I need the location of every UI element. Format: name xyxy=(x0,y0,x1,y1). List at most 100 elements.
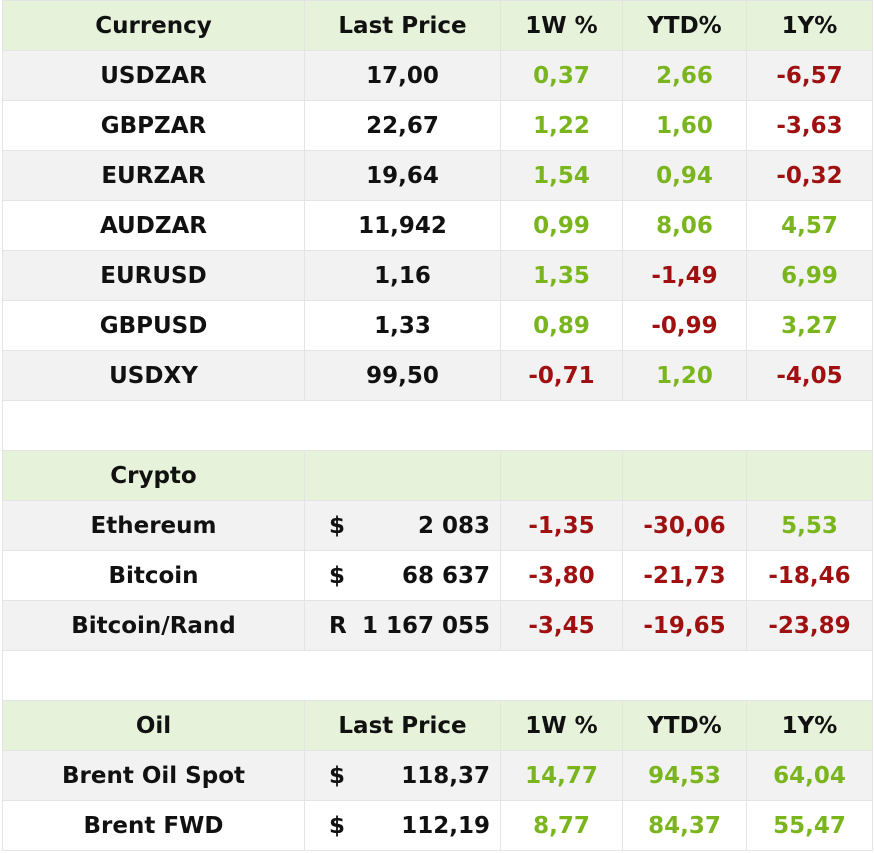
last-price: $118,37 xyxy=(304,750,501,801)
currency-symbol: $ xyxy=(329,762,346,789)
table-row: Brent FWD $112,19 8,77 84,37 55,47 xyxy=(2,800,873,851)
crypto-header-row: Crypto xyxy=(2,450,873,501)
pair-name: EURZAR xyxy=(2,150,305,201)
header-currency: Currency xyxy=(2,0,305,51)
last-price: 17,00 xyxy=(304,50,501,101)
change-1w: -0,71 xyxy=(500,350,623,401)
change-1w: 14,77 xyxy=(500,750,623,801)
last-price: $68 637 xyxy=(304,550,501,601)
currency-header-row: Currency Last Price 1W % YTD% 1Y% xyxy=(2,0,873,51)
change-1w: 1,35 xyxy=(500,250,623,301)
currency-symbol: $ xyxy=(329,812,346,839)
table-row: GBPUSD 1,33 0,89 -0,99 3,27 xyxy=(2,300,873,351)
change-1w: -3,80 xyxy=(500,550,623,601)
last-price: 19,64 xyxy=(304,150,501,201)
change-1w: 0,37 xyxy=(500,50,623,101)
change-1w: 1,22 xyxy=(500,100,623,151)
header-1w: 1W % xyxy=(500,0,623,51)
price-value: 68 637 xyxy=(401,562,490,589)
asset-name: Brent Oil Spot xyxy=(2,750,305,801)
change-1w: 0,99 xyxy=(500,200,623,251)
change-1w: -1,35 xyxy=(500,500,623,551)
table-row: USDZAR 17,00 0,37 2,66 -6,57 xyxy=(2,50,873,101)
change-1y: 6,99 xyxy=(746,250,873,301)
change-1y: -4,05 xyxy=(746,350,873,401)
price-value: 1 167 055 xyxy=(361,612,490,639)
table-row: Brent Oil Spot $118,37 14,77 94,53 64,04 xyxy=(2,750,873,801)
change-1w: 1,54 xyxy=(500,150,623,201)
change-1y: -18,46 xyxy=(746,550,873,601)
pair-name: GBPUSD xyxy=(2,300,305,351)
change-1y: -3,63 xyxy=(746,100,873,151)
currency-symbol: $ xyxy=(329,562,346,589)
oil-header-row: Oil Last Price 1W % YTD% 1Y% xyxy=(2,700,873,751)
header-last-price: Last Price xyxy=(304,0,501,51)
pair-name: AUDZAR xyxy=(2,200,305,251)
change-ytd: 0,94 xyxy=(622,150,747,201)
change-1y: 64,04 xyxy=(746,750,873,801)
currency-symbol: $ xyxy=(329,512,346,539)
change-ytd: -30,06 xyxy=(622,500,747,551)
change-1y: -6,57 xyxy=(746,50,873,101)
table-row: EURUSD 1,16 1,35 -1,49 6,99 xyxy=(2,250,873,301)
change-ytd: 2,66 xyxy=(622,50,747,101)
price-value: 118,37 xyxy=(401,762,490,789)
last-price: $2 083 xyxy=(304,500,501,551)
spacer-row xyxy=(2,650,873,701)
change-ytd: 8,06 xyxy=(622,200,747,251)
header-1y: 1Y% xyxy=(746,0,873,51)
pair-name: USDXY xyxy=(2,350,305,401)
spacer-row xyxy=(2,400,873,451)
change-1w: -3,45 xyxy=(500,600,623,651)
change-1y: -0,32 xyxy=(746,150,873,201)
header-1w: 1W % xyxy=(500,700,623,751)
change-1y: 55,47 xyxy=(746,800,873,851)
header-empty xyxy=(500,450,623,501)
table-row: EURZAR 19,64 1,54 0,94 -0,32 xyxy=(2,150,873,201)
change-1y: -23,89 xyxy=(746,600,873,651)
change-1y: 4,57 xyxy=(746,200,873,251)
last-price: R 1 167 055 xyxy=(304,600,501,651)
spacer-cell xyxy=(2,400,873,451)
header-1y: 1Y% xyxy=(746,700,873,751)
table-row: Bitcoin/Rand R 1 167 055 -3,45 -19,65 -23… xyxy=(2,600,873,651)
price-value: 2 083 xyxy=(417,512,490,539)
change-ytd: 1,60 xyxy=(622,100,747,151)
last-price: $112,19 xyxy=(304,800,501,851)
header-empty xyxy=(304,450,501,501)
change-ytd: -1,49 xyxy=(622,250,747,301)
table-row: GBPZAR 22,67 1,22 1,60 -3,63 xyxy=(2,100,873,151)
asset-name: Ethereum xyxy=(2,500,305,551)
header-empty xyxy=(622,450,747,501)
pair-name: GBPZAR xyxy=(2,100,305,151)
header-empty xyxy=(746,450,873,501)
table-row: Ethereum $2 083 -1,35 -30,06 5,53 xyxy=(2,500,873,551)
change-ytd: -21,73 xyxy=(622,550,747,601)
header-last-price: Last Price xyxy=(304,700,501,751)
change-ytd: 94,53 xyxy=(622,750,747,801)
pair-name: EURUSD xyxy=(2,250,305,301)
table-row: AUDZAR 11,942 0,99 8,06 4,57 xyxy=(2,200,873,251)
asset-name: Bitcoin/Rand xyxy=(2,600,305,651)
price-value: 112,19 xyxy=(401,812,490,839)
change-1w: 0,89 xyxy=(500,300,623,351)
change-1y: 3,27 xyxy=(746,300,873,351)
spacer-cell xyxy=(2,650,873,701)
last-price: 99,50 xyxy=(304,350,501,401)
header-ytd: YTD% xyxy=(622,0,747,51)
table-row: Bitcoin $68 637 -3,80 -21,73 -18,46 xyxy=(2,550,873,601)
header-ytd: YTD% xyxy=(622,700,747,751)
change-ytd: 1,20 xyxy=(622,350,747,401)
last-price: 11,942 xyxy=(304,200,501,251)
section-title-crypto: Crypto xyxy=(2,450,305,501)
header-oil: Oil xyxy=(2,700,305,751)
currency-symbol: R xyxy=(329,612,347,639)
asset-name: Brent FWD xyxy=(2,800,305,851)
change-ytd: -0,99 xyxy=(622,300,747,351)
change-ytd: -19,65 xyxy=(622,600,747,651)
change-1y: 5,53 xyxy=(746,500,873,551)
last-price: 1,33 xyxy=(304,300,501,351)
last-price: 22,67 xyxy=(304,100,501,151)
change-1w: 8,77 xyxy=(500,800,623,851)
pair-name: USDZAR xyxy=(2,50,305,101)
